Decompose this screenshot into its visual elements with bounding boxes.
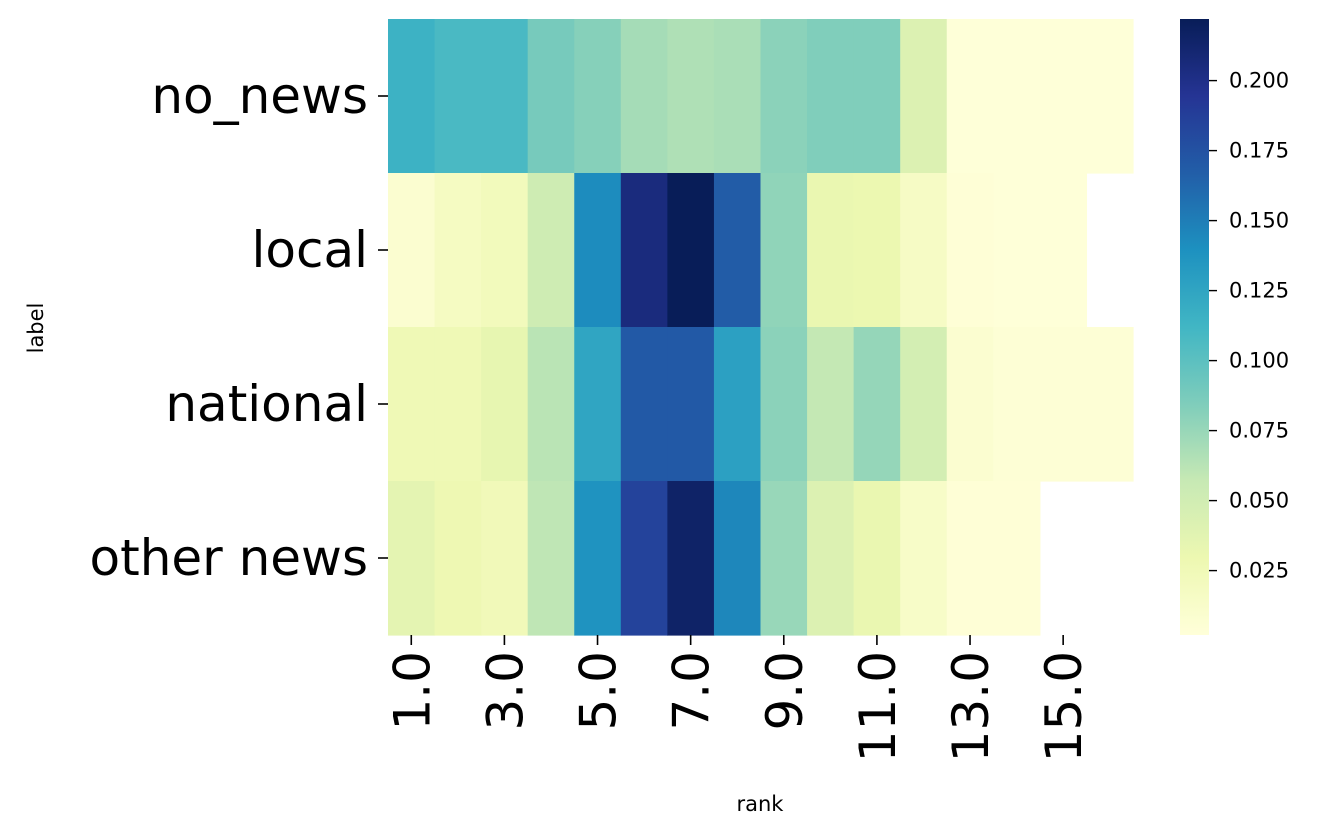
- heatmap-cell: [667, 481, 715, 636]
- heatmap-cell: [853, 327, 901, 482]
- colorbar-tick-label: 0.075: [1229, 419, 1289, 443]
- x-axis: 1.0 3.0 5.0 7.0 9.0 11.0 13.0 15.0: [383, 635, 1093, 762]
- heatmap-cell: [713, 173, 762, 328]
- colorbar-tick-label: 0.175: [1229, 139, 1289, 163]
- heatmap-cell: [527, 481, 575, 636]
- x-tick-label: 13.0: [942, 651, 1000, 762]
- colorbar-tick-label: 0.025: [1229, 559, 1289, 583]
- heatmap-cell: [993, 19, 1041, 174]
- x-tick-label: 7.0: [663, 651, 721, 731]
- heatmap-cell: [760, 173, 808, 328]
- heatmap-cell: [760, 481, 808, 636]
- heatmap-cell: [993, 173, 1041, 328]
- heatmap-cell: [713, 481, 762, 636]
- heatmap-cell: [434, 19, 482, 174]
- x-tick-label: 11.0: [849, 651, 907, 762]
- heatmap-cell: [713, 327, 762, 482]
- y-tick-label: local: [251, 221, 368, 279]
- x-axis-label: rank: [737, 792, 785, 816]
- heatmap-cell: [388, 327, 436, 482]
- heatmap-cell: [667, 19, 715, 174]
- heatmap-cell: [853, 173, 901, 328]
- y-tick-label: national: [165, 375, 368, 433]
- heatmap-cell: [434, 173, 482, 328]
- colorbar-gradient: [1180, 19, 1209, 635]
- heatmap-cell: [900, 481, 948, 636]
- heatmap-cell: [434, 327, 482, 482]
- heatmap-cell: [667, 173, 715, 328]
- x-tick-label: 15.0: [1035, 651, 1093, 762]
- x-tick-label: 1.0: [383, 651, 441, 731]
- heatmap-cell: [620, 327, 668, 482]
- heatmap-cell: [713, 19, 762, 174]
- heatmap-cell: [434, 481, 482, 636]
- heatmap-cell: [853, 19, 901, 174]
- x-tick-label: 3.0: [476, 651, 534, 731]
- heatmap-cell: [760, 327, 808, 482]
- heatmap-cell: [946, 327, 994, 482]
- heatmap-cell: [667, 327, 715, 482]
- x-tick-label: 5.0: [570, 651, 628, 731]
- colorbar-tick-label: 0.150: [1229, 209, 1289, 233]
- heatmap-cell: [807, 19, 855, 174]
- y-axis-label: label: [24, 303, 48, 354]
- heatmap-cell: [1039, 19, 1088, 174]
- heatmap-cell: [853, 481, 901, 636]
- heatmap-cell: [574, 173, 622, 328]
- heatmap-cell: [527, 19, 575, 174]
- heatmap-cell: [574, 481, 622, 636]
- heatmap-cell: [760, 19, 808, 174]
- heatmap-cell: [388, 481, 436, 636]
- heatmap-cell: [946, 173, 994, 328]
- colorbar: 0.025 0.050 0.075 0.100 0.125 0.150 0.175 0.200: [1180, 19, 1289, 635]
- heatmap-cell: [946, 19, 994, 174]
- x-tick-label: 9.0: [756, 651, 814, 731]
- heatmap-cell: [807, 327, 855, 482]
- heatmap-cell: [1039, 327, 1088, 482]
- heatmap-cell: [900, 173, 948, 328]
- heatmap-cell: [620, 481, 668, 636]
- heatmap-cell: [574, 19, 622, 174]
- colorbar-tick-label: 0.100: [1229, 349, 1289, 373]
- heatmap-cell: [900, 19, 948, 174]
- heatmap-cell: [993, 327, 1041, 482]
- heatmap-cell: [1086, 19, 1134, 174]
- heatmap-cell: [388, 19, 436, 174]
- y-tick-label: no_news: [151, 67, 368, 125]
- heatmap-cells: [388, 19, 1134, 636]
- heatmap-cell: [807, 481, 855, 636]
- heatmap-cell: [807, 173, 855, 328]
- heatmap-cell: [1086, 327, 1134, 482]
- y-tick-label: other news: [90, 529, 369, 587]
- colorbar-tick-label: 0.125: [1229, 279, 1289, 303]
- heatmap-cell: [900, 327, 948, 482]
- heatmap-cell: [481, 327, 529, 482]
- heatmap-cell: [1039, 173, 1088, 328]
- heatmap-cell: [527, 327, 575, 482]
- heatmap-cell: [388, 173, 436, 328]
- heatmap-cell: [946, 481, 994, 636]
- heatmap-cell: [481, 19, 529, 174]
- heatmap-cell: [620, 173, 668, 328]
- heatmap-cell: [620, 19, 668, 174]
- heatmap-cell: [481, 173, 529, 328]
- heatmap-cell: [993, 481, 1041, 636]
- colorbar-tick-label: 0.050: [1229, 489, 1289, 513]
- heatmap-cell: [574, 327, 622, 482]
- colorbar-tick-label: 0.200: [1229, 69, 1289, 93]
- heatmap-cell: [481, 481, 529, 636]
- heatmap-cell: [527, 173, 575, 328]
